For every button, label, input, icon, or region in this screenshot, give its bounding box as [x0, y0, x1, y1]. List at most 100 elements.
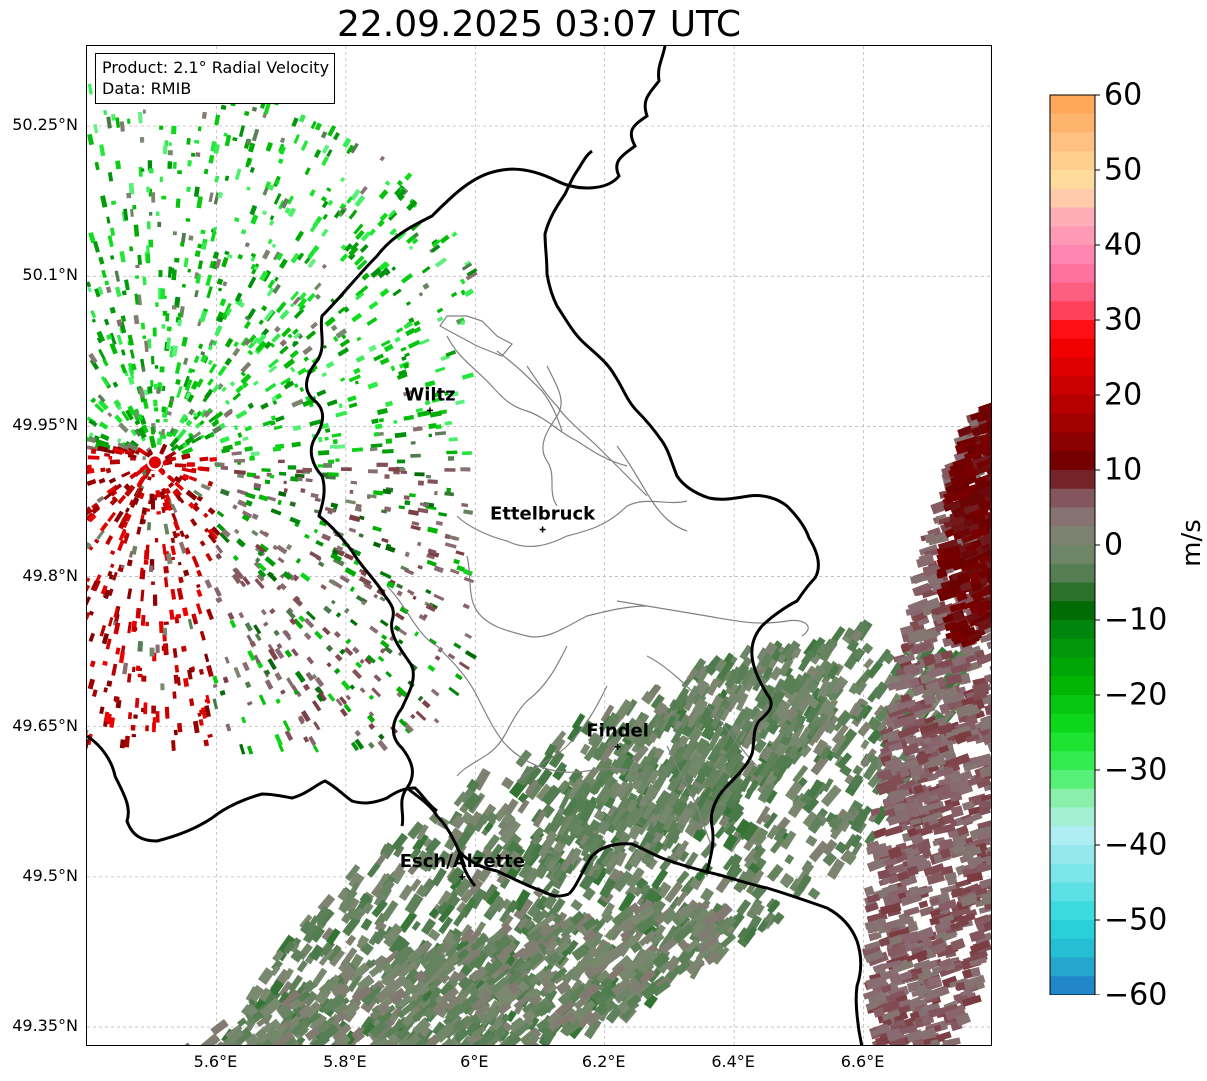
echo-pixel: [232, 392, 242, 401]
echo-pixel: [97, 394, 106, 403]
echo-pixel: [241, 510, 253, 519]
echo-pixel: [159, 490, 166, 500]
echo-pixel: [379, 357, 390, 366]
echo-pixel: [219, 690, 226, 696]
echo-pixel: [192, 412, 199, 418]
echo-pixel: [90, 580, 99, 592]
echo-pixel: [214, 114, 221, 126]
echo-pixel: [127, 446, 140, 455]
echo-pixel: [380, 509, 388, 514]
echo-pixel: [802, 796, 820, 814]
echo-pixel: [87, 493, 88, 503]
echo-pixel: [416, 541, 422, 547]
echo-pixel: [377, 267, 390, 279]
echo-pixel: [229, 619, 237, 629]
echo-pixel: [314, 497, 321, 502]
echo-pixel: [298, 715, 306, 724]
echo-pixel: [214, 258, 222, 269]
echo-pixel: [258, 494, 269, 502]
echo-pixel: [506, 840, 520, 854]
echo-pixel: [93, 123, 99, 134]
echo-pixel: [309, 189, 316, 197]
echo-pixel: [92, 240, 100, 253]
echo-pixel: [461, 372, 475, 380]
echo-pixel: [366, 714, 376, 724]
echo-pixel: [280, 689, 286, 695]
echo-pixel: [297, 367, 307, 376]
echo-pixel: [247, 276, 257, 289]
echo-pixel: [217, 191, 223, 199]
echo-pixel: [750, 914, 762, 927]
echo-pixel: [303, 356, 310, 362]
echo-pixel: [396, 583, 404, 590]
echo-pixel: [378, 189, 389, 200]
echo-pixel: [137, 427, 147, 439]
echo-pixel: [406, 589, 413, 595]
echo-pixel: [288, 1035, 306, 1045]
echo-pixel: [297, 476, 303, 482]
echo-pixel: [315, 540, 324, 547]
echo-pixel: [477, 867, 492, 883]
echo-pixel: [275, 393, 283, 400]
echo-pixel: [197, 260, 204, 270]
echo-pixel: [204, 527, 210, 533]
echo-pixel: [261, 468, 271, 472]
echo-pixel: [377, 408, 388, 416]
echo-pixel: [132, 204, 137, 210]
echo-pixel: [234, 217, 240, 223]
echo-pixel: [155, 302, 159, 307]
echo-pixel: [107, 235, 114, 248]
echo-pixel: [119, 121, 125, 132]
echo-pixel: [224, 399, 231, 406]
echo-pixel: [860, 739, 870, 750]
echo-pixel: [240, 361, 252, 374]
echo-pixel: [146, 522, 152, 531]
echo-pixel: [410, 441, 416, 445]
echo-pixel: [222, 281, 228, 287]
echo-pixel: [700, 840, 718, 859]
echo-pixel: [210, 1018, 229, 1036]
echo-pixel: [226, 253, 233, 259]
radar-map[interactable]: Wiltz Ettelbruck Findel Esch/Alzette Produc…: [86, 45, 992, 1046]
echo-pixel: [241, 514, 250, 522]
echo-pixel: [429, 410, 442, 418]
echo-pixel: [384, 474, 390, 479]
echo-pixel: [295, 230, 305, 242]
echo-pixel: [200, 241, 208, 250]
echo-pixel: [404, 172, 413, 181]
echo-pixel: [451, 231, 458, 238]
echo-pixel: [244, 681, 252, 689]
echo-pixel: [205, 552, 213, 562]
echo-pixel: [368, 344, 377, 353]
echo-pixel: [883, 652, 896, 665]
echo-pixel: [349, 489, 354, 494]
echo-pixel: [204, 388, 214, 399]
echo-pixel: [771, 911, 785, 925]
echo-pixel: [114, 483, 123, 491]
echo-pixel: [173, 674, 179, 684]
echo-pixel: [87, 464, 92, 470]
echo-pixel: [209, 456, 218, 462]
echo-pixel: [300, 710, 311, 723]
echo-pixel: [140, 614, 146, 626]
echo-pixel: [104, 453, 111, 457]
echo-pixel: [129, 349, 135, 359]
echo-pixel: [108, 617, 114, 627]
echo-pixel: [398, 718, 407, 727]
echo-pixel: [120, 363, 128, 374]
echo-pixel: [199, 456, 209, 462]
echo-pixel: [207, 528, 218, 541]
echo-pixel: [116, 334, 123, 345]
echo-pixel: [446, 487, 451, 493]
echo-pixel: [290, 303, 295, 308]
echo-pixel: [321, 422, 330, 429]
echo-pixel: [395, 327, 404, 334]
echo-pixel: [212, 675, 219, 684]
echo-pixel: [216, 523, 226, 533]
echo-pixel: [258, 543, 269, 553]
echo-pixel: [354, 738, 365, 750]
echo-pixel: [391, 266, 397, 271]
echo-pixel: [167, 161, 173, 169]
echo-pixel: [368, 694, 375, 701]
echo-pixel: [233, 469, 246, 475]
